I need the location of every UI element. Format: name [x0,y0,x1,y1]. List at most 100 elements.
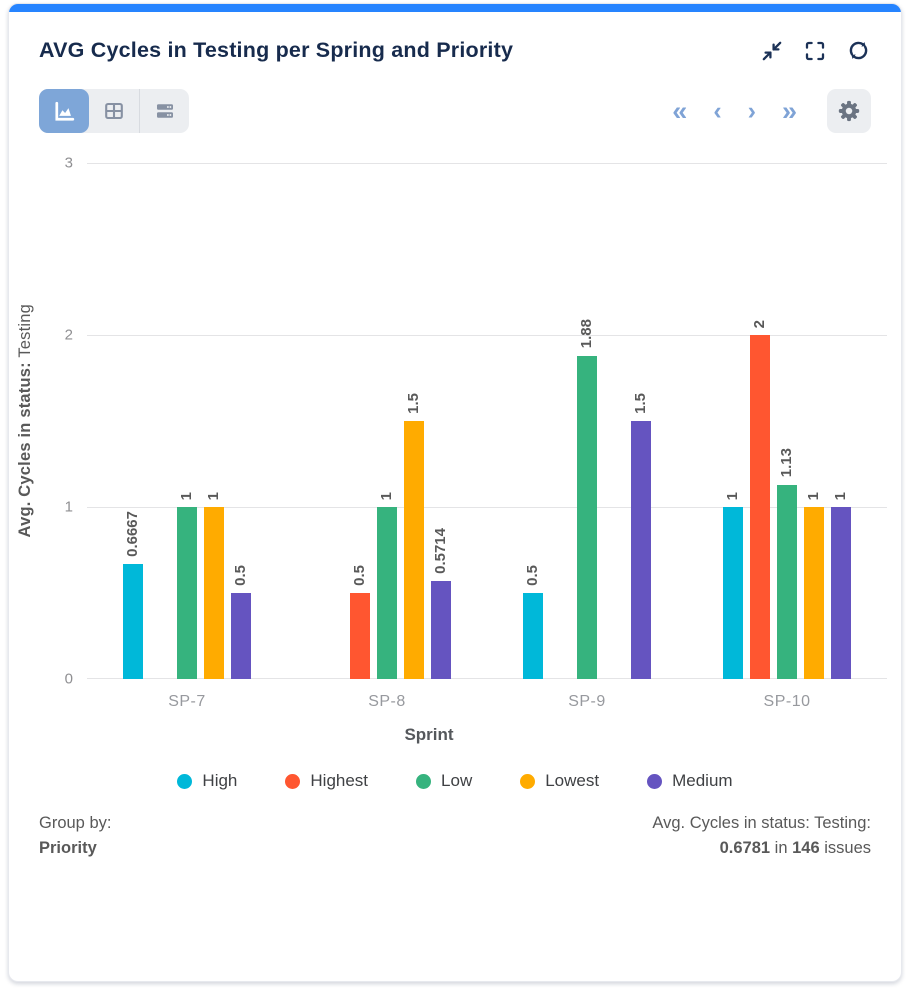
legend-dot-low [416,773,432,789]
bar-value-label: 1.88 [578,319,596,349]
bar-slot: 1.5 [401,163,428,679]
list-view-icon [156,104,173,118]
header-actions [760,38,871,63]
bar-group-sp-10: 1 2 1.13 1 1 [720,163,855,679]
group-by-value: Priority [39,838,97,857]
summary-value: 0.6781 [719,838,771,857]
summary-label: Avg. Cycles in status: Testing: [652,814,871,832]
bar-slot: 1.88 [574,163,601,679]
gridline [87,335,887,336]
toolbar-right: « ‹ › » [672,89,871,133]
first-page-button[interactable]: « [672,95,688,126]
prev-page-button[interactable]: ‹ [713,96,722,125]
bar-value-label: 1.5 [405,393,423,414]
legend-label: Lowest [545,771,600,790]
y-axis-title-col: Avg. Cycles in status: Testing [9,163,41,679]
bar-low-sp-8[interactable] [377,507,397,679]
gridline [87,507,887,508]
legend-item-highest[interactable]: Highest [285,771,368,791]
bar-slot: 1 [174,163,201,679]
bar-lowest-sp-10[interactable] [804,507,824,679]
bar-value-label: 1 [805,491,823,500]
chart-view-icon [54,101,74,121]
page-title: AVG Cycles in Testing per Spring and Pri… [39,38,514,62]
bar-low-sp-9[interactable] [577,355,597,679]
bar-slot: 1 [201,163,228,679]
y-tick-label: 3 [64,154,73,172]
gridline [87,678,887,679]
summary-mid: in [770,838,793,857]
bar-low-sp-10[interactable] [777,484,797,679]
bar-medium-sp-7[interactable] [231,593,251,679]
legend-label: Medium [672,771,733,790]
bar-group-sp-7: 0.6667 1 1 0.5 [120,163,255,679]
bar-medium-sp-8[interactable] [431,580,451,679]
bar-slot [147,163,174,679]
view-list-button[interactable] [139,89,189,133]
legend-label: High [202,771,238,790]
x-axis-labels: SP-7 SP-8 SP-9 SP-10 [87,693,887,711]
fullscreen-icon [805,41,825,60]
bar-slot: 1 [374,163,401,679]
bar-high-sp-7[interactable] [123,564,143,679]
bar-slot [547,163,574,679]
summary-count: 146 [792,838,820,857]
y-tick-label: 0 [64,670,73,688]
legend-dot-medium [647,773,663,789]
bar-highest-sp-8[interactable] [350,593,370,679]
bar-high-sp-10[interactable] [723,507,743,679]
bar-groups: 0.6667 1 1 0.5 0.5 1 1.5 0.5714 0.5 1.88 1.5 1 2 1.13… [87,163,887,679]
legend-item-lowest[interactable]: Lowest [520,771,599,791]
summary-line: 0.6781 in 146 issues [652,836,871,861]
gadget-header: AVG Cycles in Testing per Spring and Pri… [9,12,901,63]
legend-dot-highest [285,773,301,789]
refresh-icon [849,41,868,60]
last-page-button[interactable]: » [781,95,797,126]
view-switcher [39,89,189,133]
bar-lowest-sp-7[interactable] [204,507,224,679]
legend-dot-high [177,773,193,789]
view-chart-button[interactable] [39,89,89,133]
bar-value-label: 1 [724,491,742,500]
bar-value-label: 1 [178,491,196,500]
bar-value-label: 1.5 [632,393,650,414]
next-page-button[interactable]: › [747,96,756,125]
view-table-button[interactable] [89,89,139,133]
x-tick-label-sp-9: SP-9 [568,693,606,710]
bar-group-sp-8: 0.5 1 1.5 0.5714 [320,163,455,679]
bar-slot: 0.5 [520,163,547,679]
settings-button[interactable] [827,89,871,133]
collapse-icon [762,41,782,60]
bar-high-sp-9[interactable] [523,593,543,679]
legend-item-low[interactable]: Low [416,771,472,791]
gadget-toolbar: « ‹ › » [9,89,901,133]
bar-slot: 0.5714 [428,163,455,679]
bar-slot: 1 [801,163,828,679]
legend-label: Highest [310,771,369,790]
collapse-button[interactable] [760,39,784,63]
bar-slot: 2 [747,163,774,679]
group-by-label: Group by: [39,814,112,832]
x-axis-title: Sprint [404,725,454,744]
bar-medium-sp-10[interactable] [831,507,851,679]
legend-item-medium[interactable]: Medium [647,771,733,791]
bar-value-label: 1.13 [778,448,796,478]
bar-highest-sp-10[interactable] [750,335,770,679]
fullscreen-button[interactable] [803,39,827,63]
bar-low-sp-7[interactable] [177,507,197,679]
x-tick-label-sp-7: SP-7 [168,693,206,710]
x-tick-label-sp-8: SP-8 [368,693,406,710]
plot-column: 0 1 2 3 0.6667 1 1 0.5 0.5 1 1.5 0.5714 0.5 1.88 1.5 1 2… [41,155,901,745]
bar-lowest-sp-8[interactable] [404,421,424,679]
bar-value-label: 0.5 [524,565,542,586]
bar-value-label: 0.5 [232,565,250,586]
plot-area: 0 1 2 3 0.6667 1 1 0.5 0.5 1 1.5 0.5714 0.5 1.88 1.5 1 2… [65,155,887,688]
bar-medium-sp-9[interactable] [631,421,651,679]
group-by-block: Group by: Priority [39,811,111,861]
bar-value-label: 0.5 [351,565,369,586]
refresh-button[interactable] [846,38,871,63]
legend-item-high[interactable]: High [177,771,237,791]
bar-slot [320,163,347,679]
bar-slot: 1 [720,163,747,679]
y-axis-title: Avg. Cycles in status: Testing [16,304,35,537]
